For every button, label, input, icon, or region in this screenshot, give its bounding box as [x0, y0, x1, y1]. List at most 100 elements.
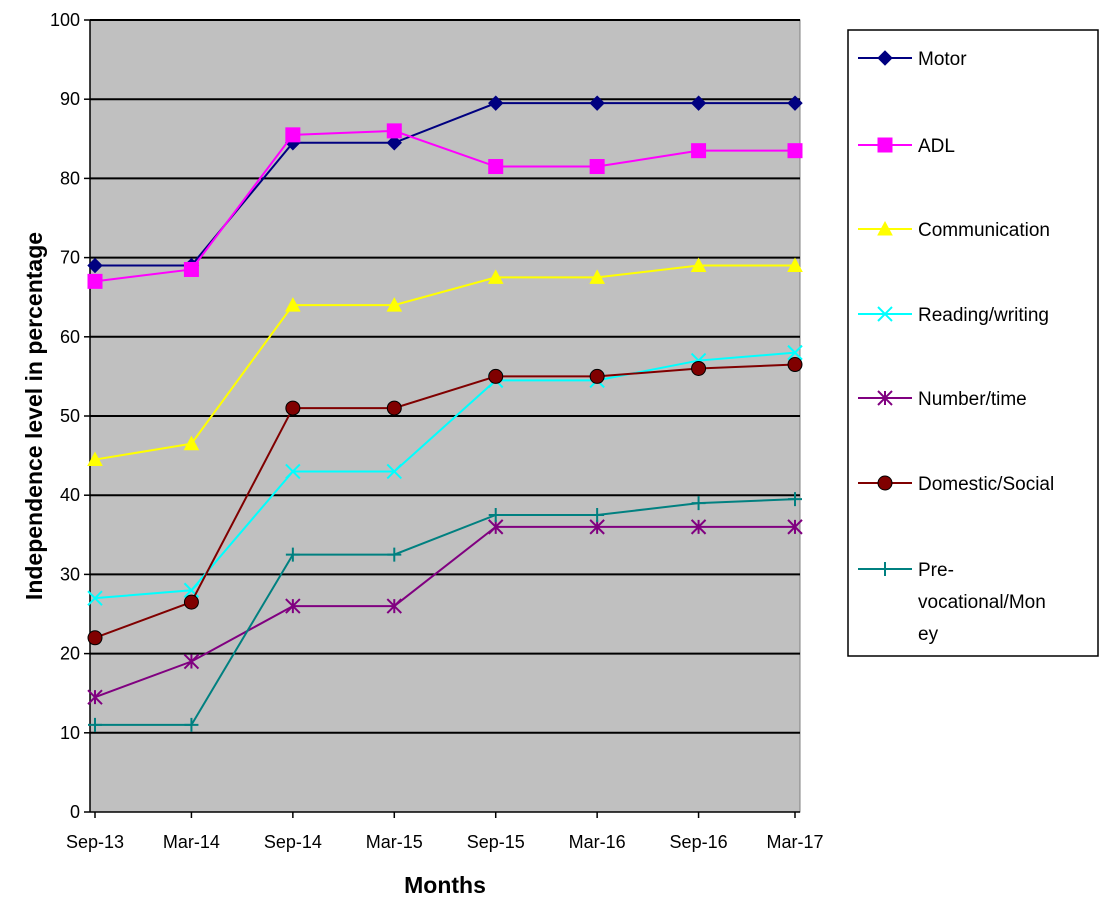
y-tick-label: 10 [60, 723, 80, 743]
data-point [285, 297, 301, 312]
legend-marker [877, 137, 893, 153]
legend-item: Domestic/Social [858, 474, 1054, 495]
axes: 0 10 20 30 40 50 60 70 80 90 100 Sep-13 Mar-14 Sep-14… [50, 10, 824, 852]
data-point [691, 143, 707, 159]
data-point [87, 273, 103, 289]
y-tick-label: 40 [60, 485, 80, 505]
y-tick-label: 20 [60, 644, 80, 664]
x-tick-label: Mar-15 [366, 832, 423, 852]
data-point [386, 135, 402, 151]
data-point [787, 257, 803, 273]
y-tick-label: 50 [60, 406, 80, 426]
data-point [183, 435, 200, 451]
data-point [88, 717, 102, 732]
series-line [95, 102, 795, 267]
data-point [691, 360, 707, 376]
x-tick-label: Sep-13 [66, 832, 124, 852]
data-point [87, 590, 103, 606]
series-line [95, 498, 796, 726]
data-point [87, 451, 103, 467]
legend-marker [877, 475, 893, 491]
data-point [87, 630, 103, 646]
legend-label: Reading/writing [918, 305, 1049, 326]
y-tick-label: 70 [60, 248, 80, 268]
data-point [787, 519, 803, 535]
legend-label: Pre-vocational/Mon ey [918, 560, 1046, 645]
data-point [387, 547, 402, 562]
data-point [285, 400, 301, 416]
data-point [691, 496, 706, 511]
series-4 [87, 519, 803, 705]
legend-items: Motor ADL Communication Reading/writing Numb… [858, 49, 1054, 645]
data-point [386, 463, 402, 480]
legend-item: ADL [858, 136, 955, 157]
series-line [94, 525, 795, 699]
data-point [589, 519, 605, 535]
data-point [386, 598, 402, 614]
legend [847, 29, 1099, 657]
series-5 [87, 357, 803, 646]
series-1 [87, 123, 803, 289]
legend-marker [878, 562, 892, 576]
y-tick-label: 60 [60, 327, 80, 347]
data-point [285, 463, 301, 480]
x-tick-label: Mar-16 [569, 832, 626, 852]
data-point [386, 297, 403, 312]
series-line [94, 363, 796, 639]
series-2 [87, 257, 803, 467]
legend-label: Communication [918, 220, 1050, 241]
y-tick-label: 100 [50, 10, 80, 30]
legend-item: Number/time [858, 389, 1027, 410]
legend-marker [877, 306, 893, 322]
legend-label: Number/time [918, 389, 1027, 410]
y-tick-label: 0 [70, 802, 80, 822]
legend-item: Pre-vocational/Mon ey [858, 560, 1046, 645]
data-point [488, 508, 503, 522]
y-axis-title: Independence level in percentage [21, 232, 47, 600]
series-layer [87, 95, 803, 732]
gridlines [90, 19, 800, 734]
legend-item: Reading/writing [858, 305, 1049, 326]
legend-label: Domestic/Social [918, 474, 1054, 495]
data-point [87, 689, 103, 705]
data-point [589, 368, 605, 384]
data-point [488, 95, 504, 111]
data-point [787, 357, 803, 373]
data-point [787, 143, 803, 159]
data-point [488, 519, 504, 535]
data-point [285, 127, 301, 143]
x-tick-label: Sep-14 [264, 832, 322, 852]
legend-item: Motor [858, 49, 967, 70]
data-point [183, 594, 199, 610]
series-6 [88, 492, 802, 732]
data-point [787, 95, 803, 111]
series-line [94, 264, 795, 461]
legend-marker [877, 390, 893, 406]
x-tick-label: Mar-14 [163, 832, 220, 852]
data-point [184, 717, 199, 732]
data-point [690, 519, 707, 535]
data-point [285, 547, 300, 562]
data-point [386, 123, 402, 139]
legend-label: ADL [918, 136, 955, 157]
data-point [87, 257, 103, 274]
data-point [589, 95, 605, 111]
x-axis-title: Months [404, 872, 486, 898]
y-tick-label: 80 [60, 168, 80, 188]
x-tick-label: Sep-15 [467, 832, 525, 852]
legend-marker [877, 220, 893, 236]
data-point [589, 269, 605, 284]
series-line [94, 129, 795, 283]
data-point [488, 159, 504, 175]
x-tick-label: Sep-16 [670, 832, 728, 852]
y-tick-label: 30 [60, 564, 80, 584]
data-point [590, 508, 605, 522]
data-point [183, 653, 200, 670]
legend-item: Communication [858, 220, 1050, 241]
data-point [488, 368, 504, 384]
y-tick-label: 90 [60, 89, 80, 109]
data-point [690, 95, 707, 111]
x-tick-label: Mar-17 [766, 832, 823, 852]
legend-marker [877, 50, 893, 66]
